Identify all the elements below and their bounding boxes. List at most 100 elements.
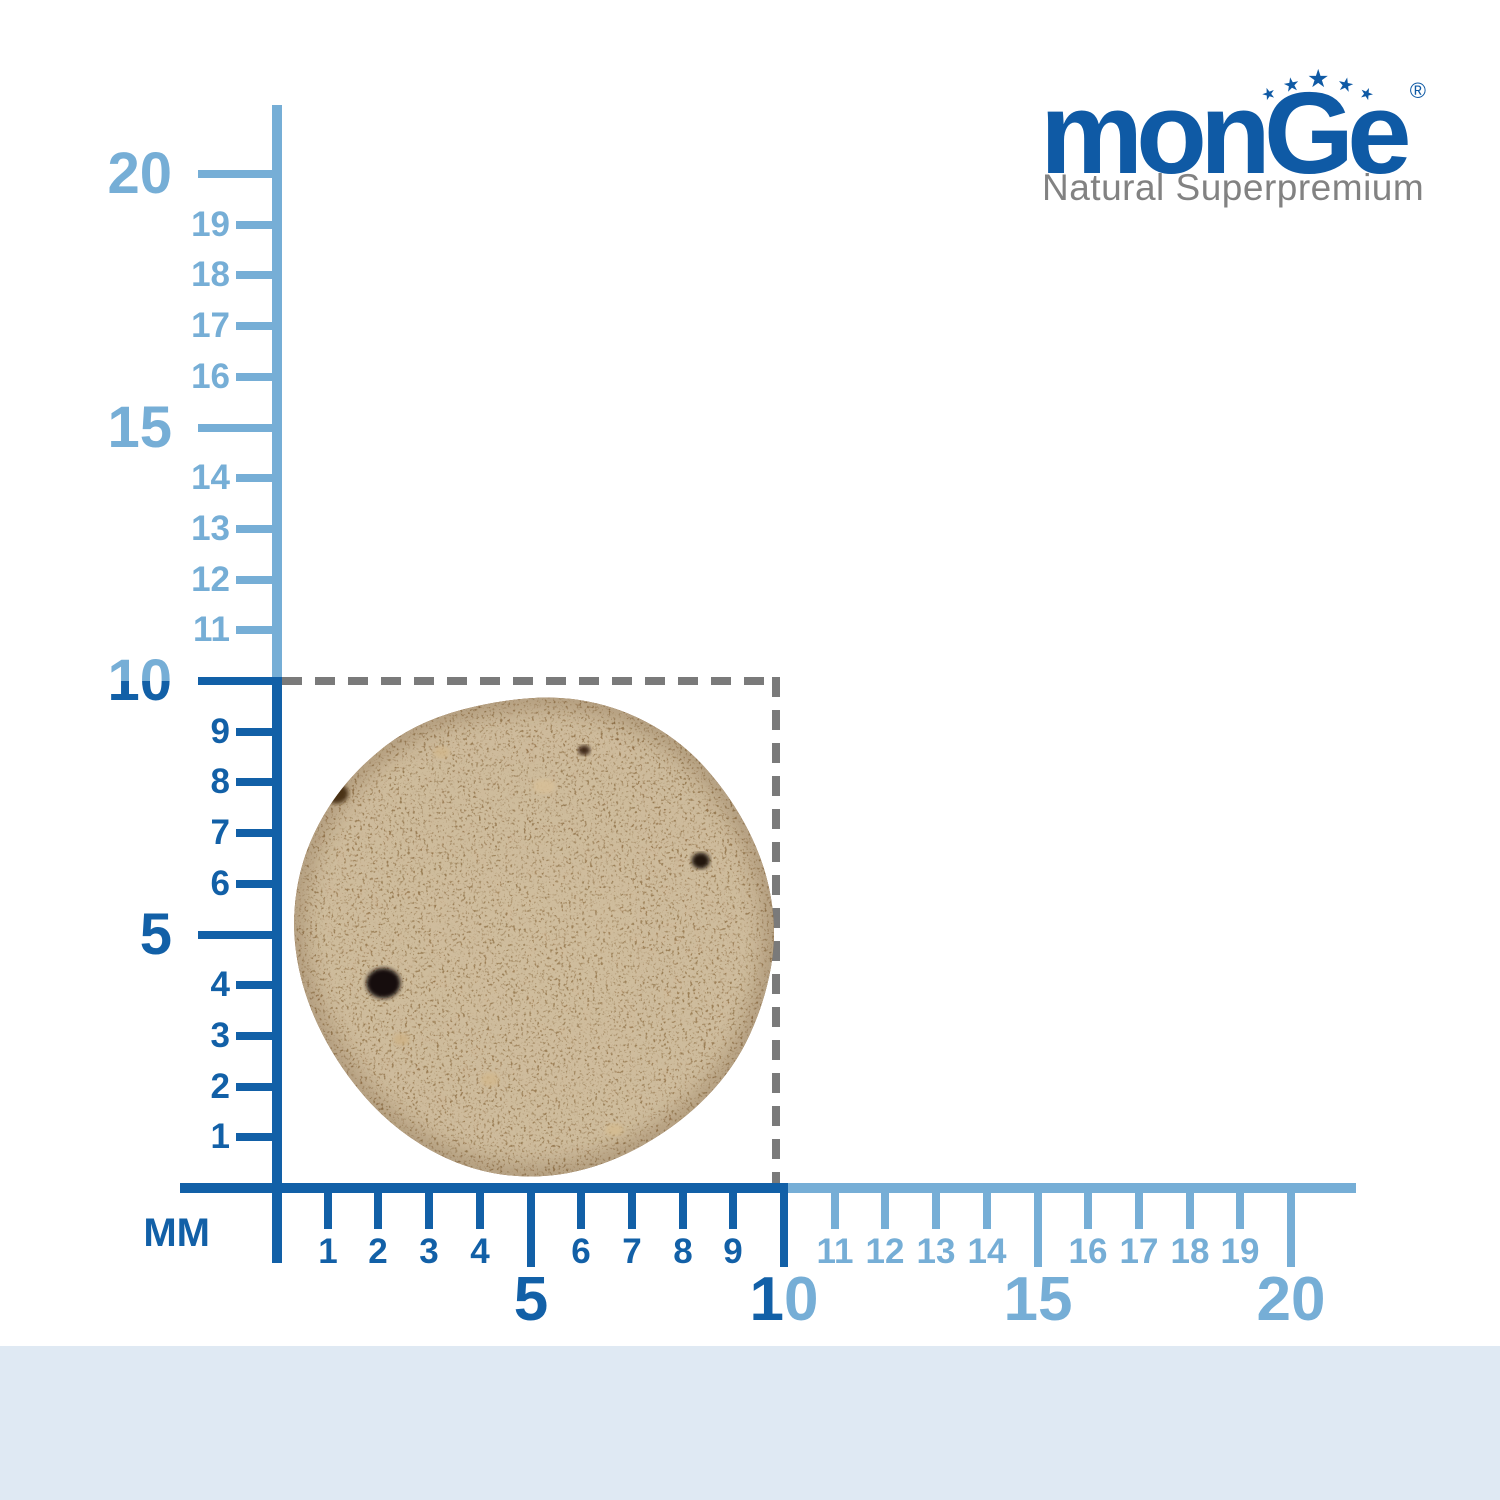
x-axis-tick-1 bbox=[324, 1183, 332, 1229]
y-axis-tick-3 bbox=[236, 1032, 282, 1040]
x-axis-tick-16 bbox=[1084, 1183, 1092, 1229]
y-axis-tick-12 bbox=[236, 576, 282, 584]
y-axis-label-12: 12 bbox=[191, 560, 230, 599]
disclaimer-bar: *ЦВЕТ, ФОРМА И РАЗМЕР ГРАНУЛ МОГУТ НЕЗНА… bbox=[0, 1346, 1500, 1500]
y-axis-tick-4 bbox=[236, 981, 282, 989]
x-axis-tick-20 bbox=[1287, 1183, 1295, 1267]
y-axis-label-10-top: 10 bbox=[107, 648, 172, 713]
y-axis-label-18: 18 bbox=[191, 255, 230, 294]
x-axis-tick-18 bbox=[1186, 1183, 1194, 1229]
y-axis-label-20: 20 bbox=[107, 141, 172, 206]
y-axis-label-3: 3 bbox=[210, 1016, 230, 1055]
x-axis-label-19: 19 bbox=[1220, 1232, 1260, 1271]
x-axis-label-11: 11 bbox=[816, 1232, 854, 1271]
logo-wordmark: monGe bbox=[1040, 75, 1412, 191]
y-axis-tick-14 bbox=[236, 474, 282, 482]
x-axis-tick-11 bbox=[831, 1183, 839, 1229]
y-axis-tick-16 bbox=[236, 373, 282, 381]
x-axis-label-7: 7 bbox=[622, 1232, 642, 1271]
y-axis-label-9: 9 bbox=[210, 712, 230, 751]
mm-unit-label: MM bbox=[143, 1211, 210, 1255]
x-axis-tick-9 bbox=[729, 1183, 737, 1229]
y-axis-label-15: 15 bbox=[107, 395, 172, 460]
x-axis-label-2: 2 bbox=[368, 1232, 388, 1271]
y-axis-tick-11 bbox=[236, 626, 282, 634]
y-axis-tick-8 bbox=[236, 778, 282, 786]
kibble-photo bbox=[294, 697, 774, 1177]
x-axis-tick-19 bbox=[1236, 1183, 1244, 1229]
star-icon: ★ bbox=[1307, 65, 1330, 93]
y-axis-label-4: 4 bbox=[210, 965, 230, 1004]
x-axis-label-3: 3 bbox=[419, 1232, 439, 1271]
y-axis-line-upper bbox=[272, 105, 282, 681]
x-axis-tick-3 bbox=[425, 1183, 433, 1229]
y-axis-tick-20 bbox=[198, 170, 282, 178]
x-axis-label-9: 9 bbox=[723, 1232, 743, 1271]
y-axis-label-5: 5 bbox=[139, 902, 172, 967]
y-axis-tick-15 bbox=[198, 424, 282, 432]
x-axis-label-8: 8 bbox=[673, 1232, 693, 1271]
x-axis-label-10-second: 0 bbox=[784, 1265, 819, 1334]
x-axis-label-16: 16 bbox=[1068, 1232, 1108, 1271]
x-axis-tick-7 bbox=[628, 1183, 636, 1229]
y-axis-tick-13 bbox=[236, 525, 282, 533]
logo-word-part: e bbox=[1347, 68, 1411, 198]
x-axis-label-15: 15 bbox=[1003, 1265, 1073, 1334]
x-axis-label-18: 18 bbox=[1170, 1232, 1210, 1271]
y-axis-tick-19 bbox=[236, 221, 282, 229]
y-axis-label-11: 11 bbox=[193, 610, 230, 649]
y-axis-label-10: 10 10 bbox=[22, 651, 172, 711]
kibble-texture bbox=[294, 697, 774, 1177]
x-axis-tick-10 bbox=[780, 1183, 788, 1267]
y-axis-label-17: 17 bbox=[191, 306, 230, 345]
y-axis-tick-17 bbox=[236, 322, 282, 330]
x-axis-tick-4 bbox=[476, 1183, 484, 1229]
y-axis-line-lower bbox=[272, 681, 282, 1263]
x-axis-tick-17 bbox=[1135, 1183, 1143, 1229]
y-axis-label-1: 1 bbox=[210, 1117, 230, 1156]
x-axis-tick-13 bbox=[932, 1183, 940, 1229]
y-axis-label-14: 14 bbox=[191, 458, 230, 497]
y-axis-tick-1 bbox=[236, 1133, 282, 1141]
y-axis-tick-10 bbox=[198, 677, 282, 685]
y-axis-tick-9 bbox=[236, 728, 282, 736]
guide-box-top-dashed-line bbox=[282, 677, 780, 685]
y-axis-label-7: 7 bbox=[210, 813, 230, 852]
x-axis-label-6: 6 bbox=[571, 1232, 591, 1271]
x-axis-line-right bbox=[784, 1183, 1356, 1193]
y-axis-tick-6 bbox=[236, 880, 282, 888]
x-axis-tick-2 bbox=[374, 1183, 382, 1229]
registered-trademark-icon: ® bbox=[1409, 78, 1426, 103]
y-axis-tick-18 bbox=[236, 271, 282, 279]
monge-logo: ★ ★ ★ ★ ★ monGe ® Natural Superpremium bbox=[1040, 56, 1426, 216]
y-axis-label-19: 19 bbox=[191, 205, 230, 244]
x-axis-tick-12 bbox=[881, 1183, 889, 1229]
x-axis-label-5: 5 bbox=[513, 1265, 549, 1334]
x-axis-tick-8 bbox=[679, 1183, 687, 1229]
logo-tagline: Natural Superpremium bbox=[1042, 167, 1425, 208]
y-axis-label-2: 2 bbox=[210, 1067, 230, 1106]
y-axis-label-13: 13 bbox=[191, 509, 230, 548]
kibble-hole bbox=[366, 968, 401, 999]
logo-word-part: G bbox=[1263, 68, 1354, 198]
y-axis-tick-5 bbox=[198, 931, 282, 939]
x-axis-tick-5 bbox=[527, 1183, 535, 1267]
y-axis-label-8: 8 bbox=[210, 762, 230, 801]
y-axis-tick-2 bbox=[236, 1083, 282, 1091]
x-axis-label-12: 12 bbox=[865, 1232, 905, 1271]
y-axis-label-6: 6 bbox=[210, 864, 230, 903]
x-axis-label-20: 20 bbox=[1256, 1265, 1326, 1334]
x-axis-label-14: 14 bbox=[967, 1232, 1007, 1271]
guide-box-right-dashed-line bbox=[772, 677, 780, 1183]
x-axis-tick-15 bbox=[1034, 1183, 1042, 1267]
logo-word-part: mon bbox=[1040, 68, 1271, 198]
y-axis-tick-7 bbox=[236, 829, 282, 837]
x-axis-tick-14 bbox=[983, 1183, 991, 1229]
x-axis-tick-6 bbox=[577, 1183, 585, 1229]
y-axis-label-10-bottom: 10 bbox=[107, 648, 172, 713]
x-axis-label-13: 13 bbox=[916, 1232, 956, 1271]
x-axis-label-10-first: 1 bbox=[749, 1265, 784, 1334]
x-axis-label-17: 17 bbox=[1119, 1232, 1159, 1271]
x-axis-label-1: 1 bbox=[318, 1232, 338, 1271]
